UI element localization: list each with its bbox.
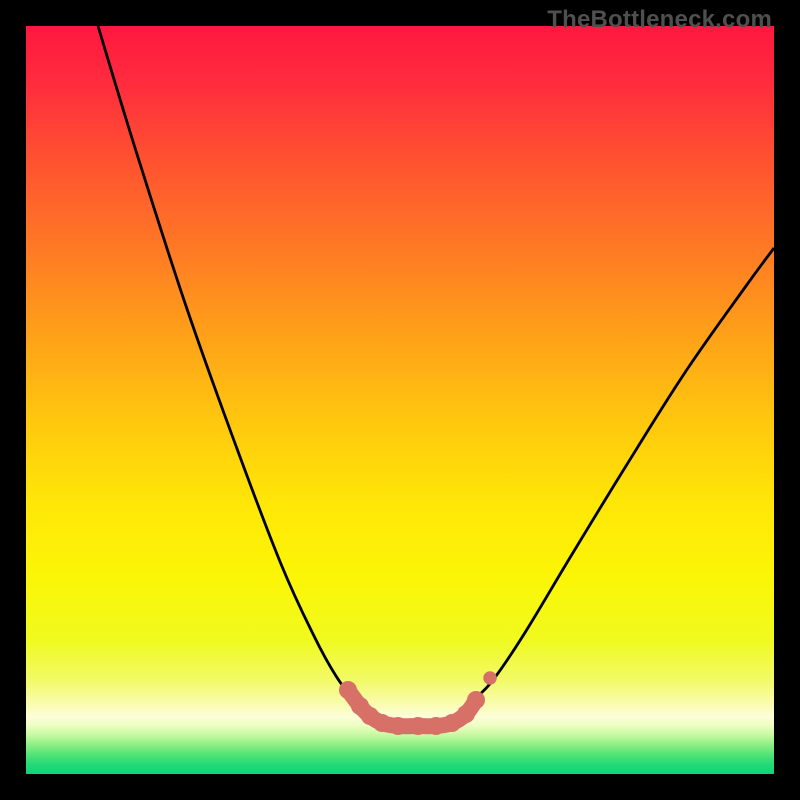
chart-frame: TheBottleneck.com	[0, 0, 800, 800]
marker-dot	[409, 717, 427, 735]
marker-dot	[483, 671, 497, 685]
marker-dot	[427, 717, 445, 735]
marker-dot	[467, 691, 485, 709]
marker-dot	[373, 714, 391, 732]
curve-layer	[26, 26, 774, 774]
bottleneck-curve-right	[464, 248, 774, 706]
optimal-zone-marker-dots	[339, 671, 497, 735]
marker-dot	[389, 717, 407, 735]
plot-area	[26, 26, 774, 774]
watermark-text: TheBottleneck.com	[547, 6, 772, 34]
bottleneck-curve-left	[98, 26, 366, 706]
marker-dot	[339, 681, 357, 699]
